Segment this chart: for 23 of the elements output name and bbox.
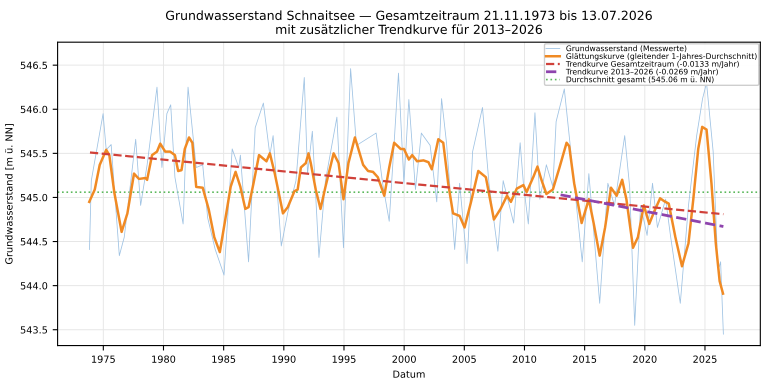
x-axis-title: Datum — [393, 370, 425, 378]
y-tick-label: 546.5 — [20, 62, 48, 69]
x-tick-label: 1975 — [92, 355, 115, 363]
y-tick-label: 546.0 — [20, 106, 48, 114]
y-tick-label: 545.5 — [20, 150, 48, 158]
chart-title: Grundwasserstand Schnaitsee — Gesamtzeitraum 21.11.1973 bis 13.07.2026 mit zusätzlicher Trendkurve für 2013–2026 — [166, 10, 652, 34]
x-tick-label: 2000 — [392, 355, 416, 363]
y-tick-label: 545.0 — [20, 194, 48, 202]
x-tick-label: 2020 — [633, 355, 657, 363]
x-tick-label: 2015 — [572, 355, 596, 363]
x-tick-label: 2010 — [512, 355, 536, 363]
x-tick-label: 2025 — [693, 355, 716, 363]
y-tick-label: 544.0 — [20, 282, 48, 290]
line-series — [89, 68, 724, 335]
y-tick-label: 543.5 — [20, 326, 48, 334]
y-axis-title: Grundwasserstand [m ü. NN] — [5, 124, 14, 264]
y-tick-label: 544.5 — [20, 238, 48, 246]
x-tick-label: 2005 — [452, 355, 476, 363]
x-tick-label: 1990 — [272, 355, 296, 363]
x-tick-label: 1980 — [152, 355, 176, 363]
x-tick-label: 1985 — [212, 355, 236, 363]
x-tick-label: 1995 — [332, 355, 356, 363]
line-series — [88, 126, 724, 295]
